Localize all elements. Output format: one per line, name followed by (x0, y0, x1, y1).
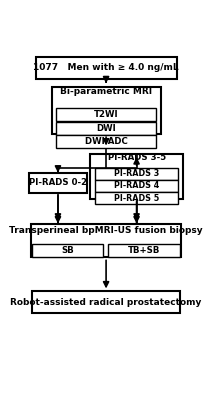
Text: 1077   Men with ≥ 4.0 ng/mL: 1077 Men with ≥ 4.0 ng/mL (33, 63, 178, 72)
Text: PI-RADS 3-5: PI-RADS 3-5 (107, 153, 165, 162)
Text: DWI: DWI (96, 124, 115, 133)
Text: TB+SB: TB+SB (127, 246, 159, 255)
Text: PI-RADS 5: PI-RADS 5 (113, 194, 158, 203)
FancyBboxPatch shape (32, 291, 179, 313)
FancyBboxPatch shape (35, 57, 176, 79)
FancyBboxPatch shape (30, 224, 181, 258)
Text: Bi-parametric MRI: Bi-parametric MRI (60, 87, 151, 96)
Text: T2WI: T2WI (93, 110, 118, 119)
FancyBboxPatch shape (94, 180, 177, 192)
FancyBboxPatch shape (94, 168, 177, 180)
FancyBboxPatch shape (51, 86, 160, 134)
FancyBboxPatch shape (107, 244, 179, 256)
FancyBboxPatch shape (90, 154, 182, 199)
Text: PI-RADS 3: PI-RADS 3 (113, 169, 158, 178)
FancyBboxPatch shape (32, 244, 102, 256)
FancyBboxPatch shape (56, 136, 155, 148)
Text: PI-RADS 0-2: PI-RADS 0-2 (29, 178, 87, 187)
FancyBboxPatch shape (56, 108, 155, 121)
FancyBboxPatch shape (94, 192, 177, 204)
Text: Transperineal bpMRI-US fusion biopsy: Transperineal bpMRI-US fusion biopsy (9, 226, 202, 235)
Text: Robot-assisted radical prostatectomy: Robot-assisted radical prostatectomy (10, 298, 201, 306)
FancyBboxPatch shape (29, 173, 87, 193)
FancyBboxPatch shape (56, 122, 155, 135)
Text: SB: SB (61, 246, 74, 255)
Text: DWI ADC: DWI ADC (84, 138, 127, 146)
Text: PI-RADS 4: PI-RADS 4 (113, 182, 158, 190)
